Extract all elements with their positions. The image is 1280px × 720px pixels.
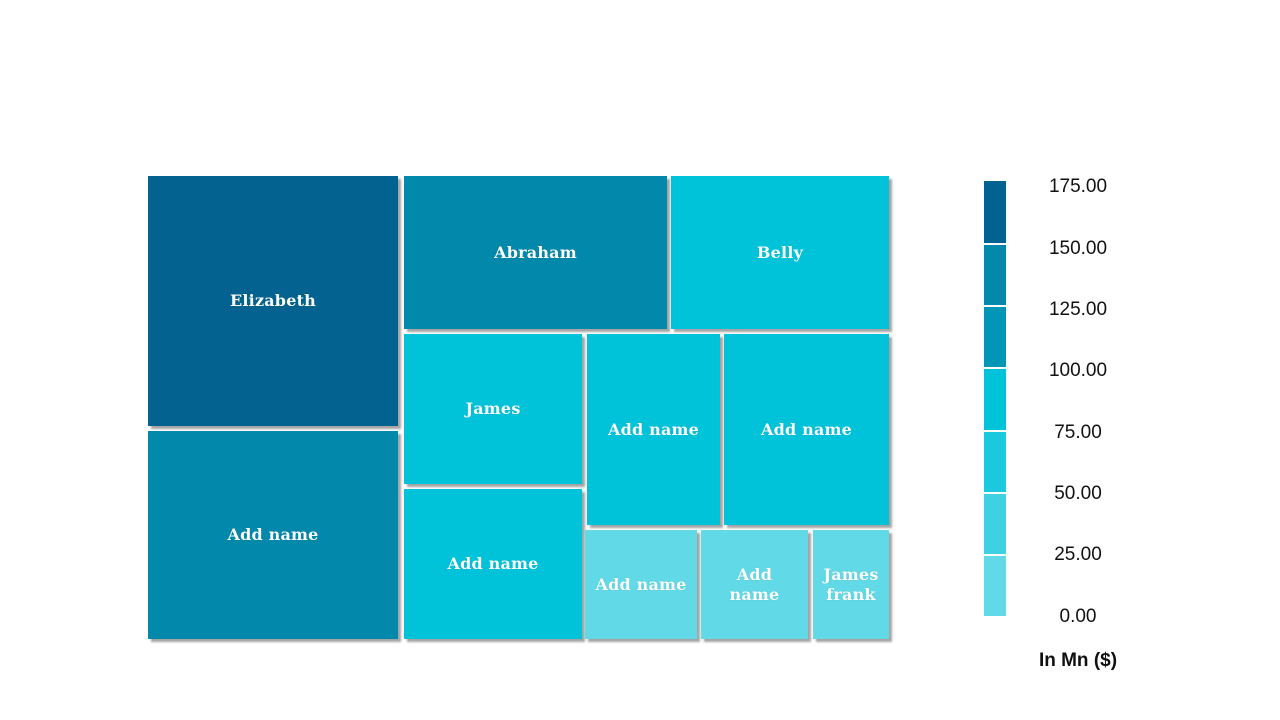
treemap-tile: James <box>404 334 582 484</box>
legend-tick-label: 175.00 <box>1048 176 1108 197</box>
tile-label: Add name <box>447 554 539 573</box>
legend-color-segment <box>984 553 1006 616</box>
treemap-tile: Add name <box>404 489 582 639</box>
legend-color-segment <box>984 181 1006 244</box>
tile-label: James frank <box>823 564 879 604</box>
legend-color-segment <box>984 429 1006 492</box>
tile-label: Add name <box>760 419 853 439</box>
tile-label: Add name <box>607 419 700 439</box>
treemap-tile: Add name <box>587 334 720 525</box>
legend-color-segment <box>984 305 1006 368</box>
legend-tick-label: 100.00 <box>1048 360 1108 381</box>
legend-tick-label: 25.00 <box>1054 544 1102 565</box>
legend-tick-label: 150.00 <box>1048 238 1108 259</box>
treemap-tile: Add name <box>701 530 808 639</box>
tile-label: Abraham <box>494 242 577 262</box>
treemap-tile: James frank <box>813 530 889 639</box>
tile-label: Belly <box>756 242 804 262</box>
tile-label: Add name <box>729 564 780 604</box>
legend-color-segment <box>984 491 1006 554</box>
treemap-tile: Belly <box>671 176 889 329</box>
legend-color-segment <box>984 367 1006 430</box>
treemap-tile: Add name <box>148 431 398 639</box>
tile-label: James <box>465 399 521 418</box>
legend-title: In Mn ($) <box>1038 650 1118 671</box>
treemap-tile: Elizabeth <box>148 176 398 426</box>
treemap-tile: Abraham <box>404 176 667 329</box>
legend-tick-label: 75.00 <box>1054 422 1102 443</box>
legend-tick-label: 0.00 <box>1059 606 1097 627</box>
tile-label: Add name <box>595 574 687 594</box>
treemap-tile: Add name <box>585 530 697 639</box>
treemap-tile: Add name <box>724 334 889 525</box>
tile-label: Add name <box>227 525 319 544</box>
legend-color-segment <box>984 243 1006 306</box>
tile-label: Elizabeth <box>230 291 316 310</box>
legend-tick-label: 125.00 <box>1048 299 1108 320</box>
legend-tick-label: 50.00 <box>1054 483 1102 504</box>
